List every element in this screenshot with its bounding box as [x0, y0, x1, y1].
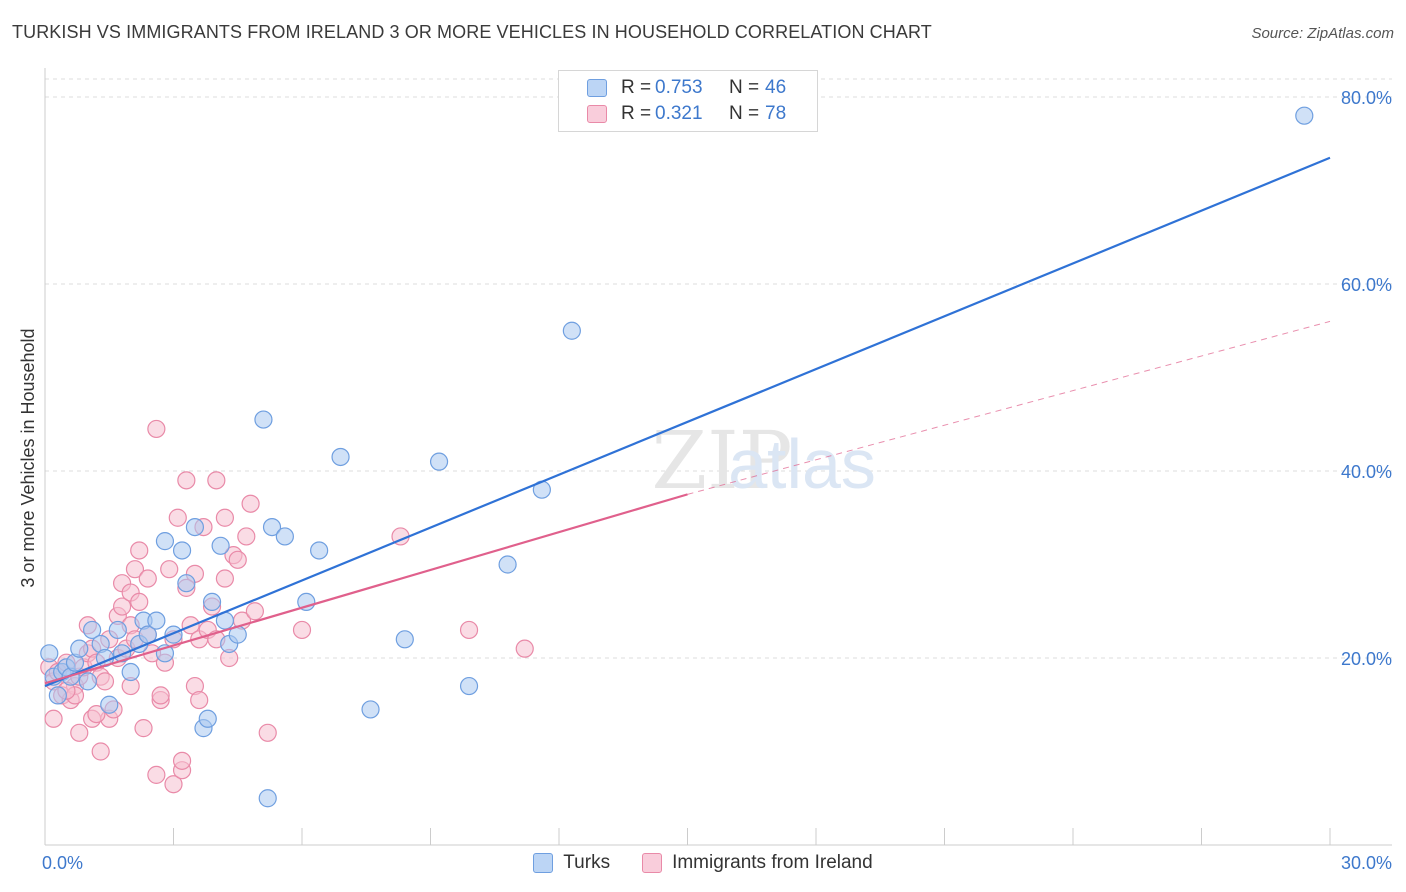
r-label: R =: [621, 77, 652, 98]
ireland-point: [215, 569, 234, 588]
turks-swatch: [587, 79, 607, 97]
turks-trend-line: [44, 156, 1331, 688]
turks-point: [198, 709, 217, 728]
turks-point: [562, 321, 581, 340]
n-label: N =: [729, 77, 760, 98]
turks-point: [48, 686, 67, 705]
ireland-trend-extension: [687, 320, 1331, 495]
turks-point: [155, 532, 175, 551]
ireland-point: [258, 723, 277, 742]
ireland-point: [134, 719, 153, 738]
turks-point: [40, 644, 59, 663]
ireland-point: [70, 723, 89, 742]
ireland-swatch: [587, 105, 607, 123]
ireland-point: [228, 550, 247, 569]
legend-item-turks[interactable]: Turks: [533, 852, 610, 874]
legend-row-turks: R = 0.753 N = 46: [587, 76, 786, 100]
stats-legend: R = 0.753 N = 46 R = 0.321 N = 78: [558, 70, 818, 132]
legend-row-ireland: R = 0.321 N = 78: [587, 102, 786, 126]
r-label: R =: [621, 103, 652, 124]
source-label: Source: ZipAtlas.com: [1251, 25, 1394, 42]
turks-point: [147, 611, 166, 630]
n-value: 78: [765, 103, 787, 124]
ireland-point: [245, 602, 264, 621]
n-label: N =: [729, 103, 760, 124]
turks-point: [258, 789, 277, 808]
ireland-point: [138, 569, 157, 588]
legend-label-ireland: Immigrants from Ireland: [672, 852, 873, 873]
legend-item-ireland[interactable]: Immigrants from Ireland: [642, 852, 873, 874]
ireland-point: [292, 620, 312, 640]
ireland-point: [168, 508, 187, 527]
ireland-point: [177, 471, 196, 490]
turks-point: [70, 639, 89, 658]
ireland-point: [151, 686, 170, 705]
turks-point: [185, 517, 205, 537]
turks-point: [275, 527, 294, 546]
y-tick-label: 20.0%: [1341, 649, 1392, 669]
turks-point: [202, 592, 222, 612]
y-tick-label: 80.0%: [1341, 88, 1392, 108]
ireland-point: [112, 597, 132, 616]
turks-point: [172, 541, 192, 560]
turks-swatch: [533, 853, 554, 873]
ireland-point: [91, 742, 110, 761]
ireland-point: [164, 775, 183, 794]
y-axis-label: 3 or more Vehicles in Household: [18, 328, 38, 587]
ireland-point: [172, 751, 192, 770]
y-tick-label: 60.0%: [1341, 275, 1392, 295]
chart-title: TURKISH VS IMMIGRANTS FROM IRELAND 3 OR …: [12, 22, 932, 42]
turks-point: [1295, 106, 1314, 125]
ireland-point: [190, 690, 209, 710]
ireland-point: [44, 709, 63, 728]
turks-point: [395, 630, 414, 649]
series-legend: Turks Immigrants from Ireland: [0, 852, 1406, 874]
x-tick-label: 30.0%: [1341, 853, 1392, 873]
turks-point: [331, 447, 350, 467]
ireland-point: [95, 672, 115, 691]
ireland-point: [237, 527, 256, 546]
ireland-point: [130, 592, 149, 612]
watermark: ZIP: [651, 414, 792, 507]
ireland-point: [147, 765, 166, 784]
ireland-point: [125, 560, 145, 579]
turks-point: [310, 541, 329, 560]
r-value: 0.753: [655, 77, 703, 98]
ireland-series: [40, 419, 534, 794]
turks-point: [83, 620, 102, 640]
ireland-point: [160, 560, 179, 579]
turks-point: [361, 700, 380, 719]
turks-point: [177, 574, 196, 593]
ireland-swatch: [642, 853, 663, 873]
y-tick-label: 40.0%: [1341, 462, 1392, 482]
turks-point: [262, 517, 282, 537]
turks-point: [429, 452, 449, 471]
watermark: atlas: [728, 425, 876, 503]
turks-point: [211, 536, 230, 555]
x-tick-label: 0.0%: [42, 853, 83, 873]
ireland-point: [87, 704, 106, 724]
ireland-point: [215, 508, 234, 527]
n-value: 46: [765, 77, 787, 98]
ireland-point: [459, 620, 479, 640]
turks-point: [498, 555, 517, 574]
turks-point: [459, 676, 479, 696]
turks-point: [121, 662, 140, 682]
ireland-point: [515, 639, 534, 658]
ireland-trend-line: [44, 493, 688, 685]
turks-point: [78, 672, 97, 691]
r-value: 0.321: [655, 103, 703, 124]
ireland-point: [147, 419, 166, 439]
ireland-point: [241, 494, 260, 513]
turks-point: [254, 410, 273, 429]
ireland-point: [207, 471, 226, 490]
ireland-point: [130, 541, 149, 560]
turks-point: [100, 695, 119, 714]
turks-point: [108, 620, 127, 640]
legend-label-turks: Turks: [563, 852, 611, 873]
